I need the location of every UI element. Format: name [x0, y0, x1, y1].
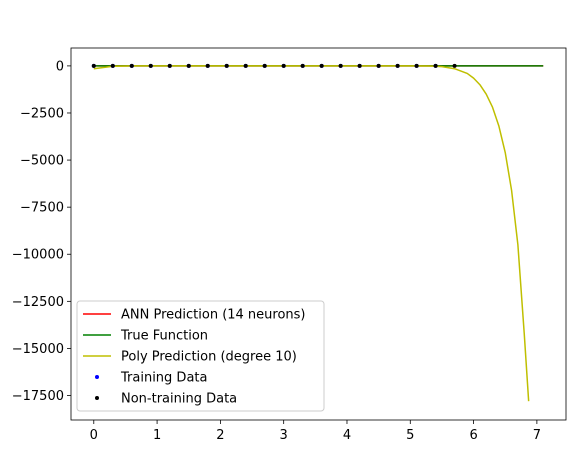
- series-2-point: [319, 63, 324, 68]
- series-2-point: [205, 63, 210, 68]
- series-2-point: [148, 63, 153, 68]
- series-2-point: [281, 63, 286, 68]
- legend-entry-label: Poly Prediction (degree 10): [121, 350, 297, 365]
- y-tick-label: 0: [56, 59, 64, 74]
- axes: 0 1 2 3 4 5 6 7 0 −2500 −5000 −7500 −10000 −12500 −150…: [12, 47, 567, 443]
- y-tick-label: −7500: [20, 201, 64, 216]
- series-2-point: [395, 63, 400, 68]
- y-tick-label: −5000: [20, 154, 64, 169]
- series-2-point: [110, 63, 115, 68]
- series-2-point: [300, 63, 305, 68]
- legend-swatch-point: [95, 375, 99, 379]
- x-tick-label: 6: [469, 428, 477, 443]
- legend-entry-label: Non-training Data: [121, 392, 237, 407]
- series-2-point: [414, 63, 419, 68]
- x-tick-label: 1: [153, 428, 161, 443]
- series-2-point: [262, 63, 267, 68]
- y-tick-label: −12500: [12, 295, 64, 310]
- legend-box: [76, 300, 325, 412]
- x-tick-label: 7: [533, 428, 541, 443]
- legend-entry-label: True Function: [120, 329, 208, 344]
- series-2-point: [338, 63, 343, 68]
- axes-frame: [70, 47, 567, 421]
- series-2-point: [224, 63, 229, 68]
- y-tick-label: −15000: [12, 342, 64, 357]
- legend-entry-label: ANN Prediction (14 neurons): [121, 308, 306, 323]
- series-2-point: [433, 63, 438, 68]
- series-2-point: [452, 63, 457, 68]
- series-2-point: [376, 63, 381, 68]
- series-2-point: [167, 63, 172, 68]
- series-2-point: [357, 63, 362, 68]
- series-2-point: [186, 63, 191, 68]
- legend: ANN Prediction (14 neurons) True Function…: [76, 300, 325, 412]
- y-tick-label: −17500: [12, 389, 64, 404]
- x-tick-label: 3: [280, 428, 288, 443]
- series-2-point: [91, 63, 96, 68]
- series-2-point: [243, 63, 248, 68]
- y-tick-label: −10000: [12, 248, 64, 263]
- x-tick-label: 4: [343, 428, 351, 443]
- plot-area: [91, 63, 544, 402]
- series-2-point: [129, 63, 134, 68]
- y-tick-label: −2500: [20, 106, 64, 121]
- x-tick-label: 0: [90, 428, 98, 443]
- legend-entry-label: Training Data: [120, 371, 207, 386]
- x-tick-label: 2: [216, 428, 224, 443]
- x-tick-label: 5: [406, 428, 414, 443]
- legend-swatch-point: [95, 396, 99, 400]
